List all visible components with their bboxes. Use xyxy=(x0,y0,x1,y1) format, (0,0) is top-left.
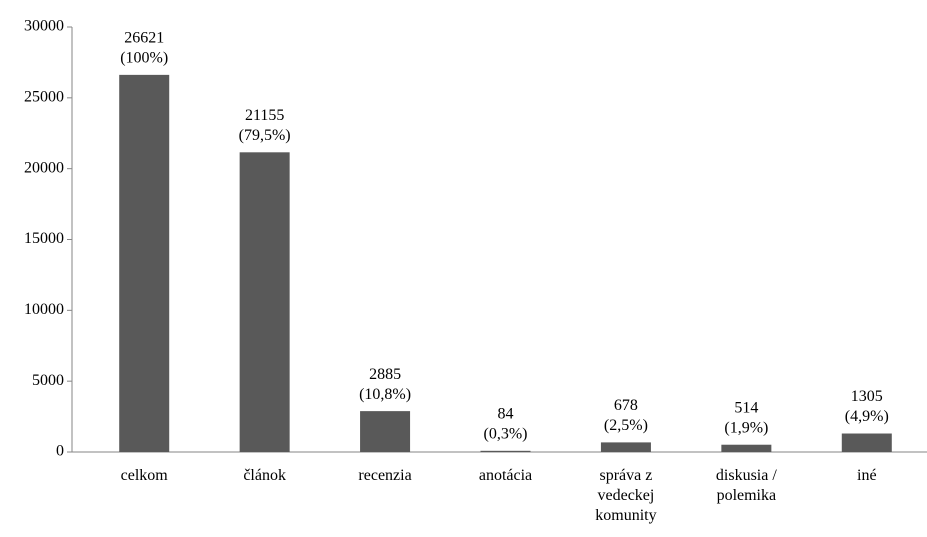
value-label: 514 xyxy=(734,399,758,416)
value-label: 1305 xyxy=(851,388,883,405)
y-tick-label: 25000 xyxy=(24,89,64,106)
bar xyxy=(841,433,892,452)
share-label: (4,9%) xyxy=(845,408,889,425)
x-tick-label: správa z vedeckej komunity xyxy=(595,467,657,524)
share-label: (10,8%) xyxy=(359,386,411,403)
value-label: 84 xyxy=(498,405,514,422)
bar xyxy=(480,450,531,452)
share-label: (79,5%) xyxy=(239,127,291,144)
x-tick-label: iné xyxy=(857,467,877,484)
value-label: 678 xyxy=(614,397,638,414)
y-tick-label: 20000 xyxy=(24,159,64,176)
bar xyxy=(119,74,170,452)
y-tick-label: 15000 xyxy=(24,230,64,247)
y-tick-label: 30000 xyxy=(24,18,64,35)
bar xyxy=(600,442,651,452)
share-label: (1,9%) xyxy=(724,419,768,436)
x-tick-label: anotácia xyxy=(478,467,533,484)
y-tick-label: 0 xyxy=(56,443,64,460)
bar xyxy=(721,444,772,452)
x-tick-label: celkom xyxy=(120,467,168,484)
value-label: 26621 xyxy=(124,30,164,47)
x-tick-label: článok xyxy=(243,467,286,484)
y-tick-label: 5000 xyxy=(32,372,64,389)
share-label: (100%) xyxy=(120,50,168,67)
share-label: (2,5%) xyxy=(604,417,648,434)
share-label: (0,3%) xyxy=(484,425,528,442)
bar xyxy=(360,411,411,452)
value-label: 2885 xyxy=(369,366,401,383)
x-tick-label: recenzia xyxy=(358,467,412,484)
y-tick-label: 10000 xyxy=(24,301,64,318)
x-tick-label: diskusia / polemika xyxy=(715,467,777,504)
value-label: 21155 xyxy=(245,107,284,124)
bar xyxy=(239,152,290,452)
